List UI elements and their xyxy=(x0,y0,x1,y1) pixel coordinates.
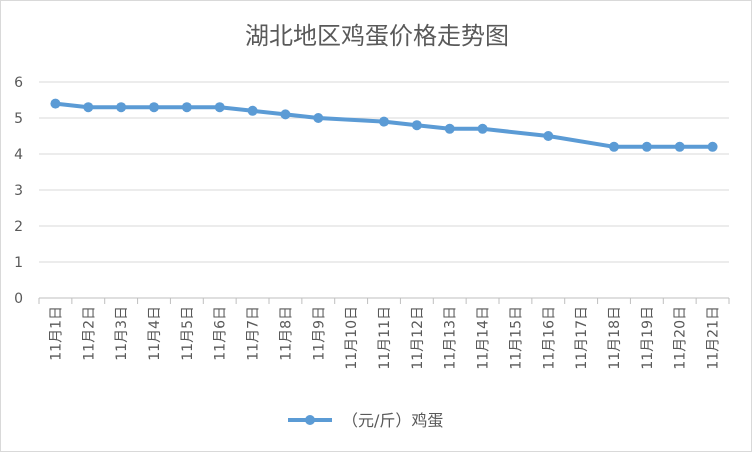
x-tick-label: 11月6日 xyxy=(213,306,229,361)
y-tick-label: 0 xyxy=(14,291,23,307)
x-tick-label: 11月5日 xyxy=(180,306,196,361)
data-point xyxy=(674,141,685,152)
x-tick-label: 11月7日 xyxy=(246,306,262,361)
y-tick-label: 5 xyxy=(14,111,23,127)
data-point xyxy=(543,131,554,141)
legend-point-marker xyxy=(305,415,315,425)
legend: （元/斤）鸡蛋 xyxy=(288,411,443,430)
x-tick-label: 11月11日 xyxy=(377,306,393,370)
x-tick-label: 11月4日 xyxy=(147,306,163,361)
x-tick-label: 11月3日 xyxy=(114,306,130,361)
series-layer xyxy=(50,98,718,152)
data-point xyxy=(280,109,291,120)
x-tick-label: 11月20日 xyxy=(673,306,689,370)
data-point xyxy=(477,123,488,134)
series-line xyxy=(53,101,715,149)
data-point xyxy=(83,102,94,113)
data-point xyxy=(609,141,619,152)
y-tick-label: 6 xyxy=(14,75,23,91)
data-point xyxy=(149,102,159,113)
data-point xyxy=(247,105,258,116)
data-point xyxy=(411,120,422,131)
data-point xyxy=(181,102,192,113)
y-tick-label: 1 xyxy=(14,255,23,271)
x-tick-label: 11月16日 xyxy=(541,306,557,370)
y-tick-label: 3 xyxy=(14,183,23,199)
x-axis: 11月1日 11月2日 11月3日 11月4日 11月5日 11月6日 11月7日 11月8日… xyxy=(38,298,730,370)
data-point xyxy=(641,141,652,152)
data-point xyxy=(116,102,127,113)
data-point xyxy=(444,123,455,134)
x-tick-label: 11月21日 xyxy=(706,306,722,370)
chart-title: 湖北地区鸡蛋价格走势图 xyxy=(245,22,509,50)
y-tick-label: 2 xyxy=(14,219,23,235)
x-tick-label: 11月12日 xyxy=(410,306,426,370)
x-tick-label: 11月9日 xyxy=(311,306,327,361)
x-tick-label: 11月1日 xyxy=(48,306,64,361)
x-tick-label: 11月2日 xyxy=(81,306,97,361)
x-tick-label: 11月14日 xyxy=(476,306,492,370)
data-point xyxy=(707,141,718,152)
legend-label: （元/斤）鸡蛋 xyxy=(342,411,443,430)
x-tick-label: 11月18日 xyxy=(607,306,623,370)
x-tick-label: 11月8日 xyxy=(278,306,294,361)
data-point xyxy=(379,116,389,127)
x-tick-label: 11月15日 xyxy=(508,306,524,370)
x-tick-label: 11月19日 xyxy=(640,306,656,370)
x-tick-label: 11月13日 xyxy=(443,306,459,370)
y-axis: 0 1 2 3 4 5 6 xyxy=(14,75,23,307)
data-point xyxy=(313,113,324,123)
x-tick-label: 11月17日 xyxy=(574,306,590,370)
y-tick-label: 4 xyxy=(14,147,23,163)
x-tick-label: 11月10日 xyxy=(344,306,360,370)
data-point xyxy=(50,98,61,109)
data-point xyxy=(214,102,225,113)
gridlines xyxy=(39,81,729,299)
